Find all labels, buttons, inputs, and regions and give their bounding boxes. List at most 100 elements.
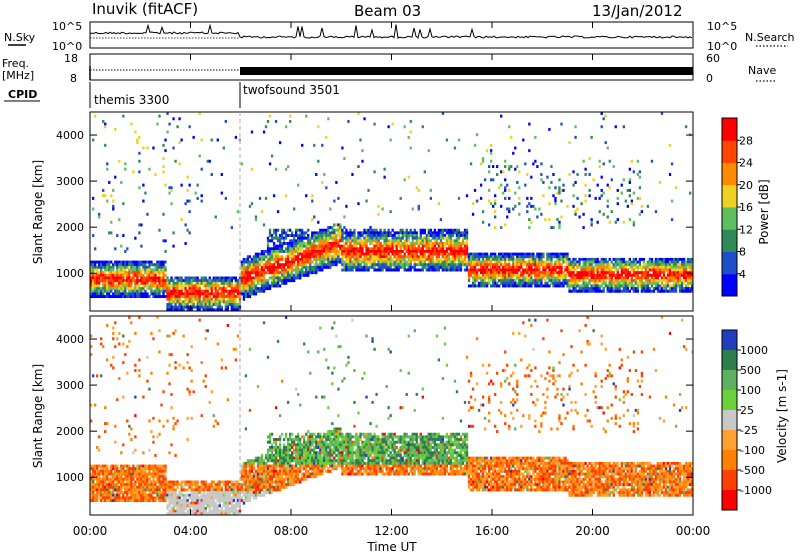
heatmap-cell bbox=[584, 284, 587, 288]
heatmap-cell bbox=[150, 371, 153, 375]
heatmap-cell bbox=[186, 308, 189, 312]
heatmap-cell bbox=[270, 257, 274, 261]
heatmap-cell bbox=[140, 295, 143, 299]
heatmap-cell bbox=[489, 260, 493, 264]
heatmap-cell bbox=[600, 175, 603, 179]
heatmap-cell bbox=[270, 273, 274, 277]
heatmap-cell bbox=[156, 260, 159, 264]
heatmap-cell bbox=[658, 289, 662, 293]
heatmap-cell bbox=[417, 242, 420, 245]
heatmap-cell bbox=[429, 249, 432, 253]
heatmap-cell bbox=[351, 236, 354, 240]
heatmap-cell bbox=[590, 271, 593, 275]
heatmap-cell bbox=[415, 249, 418, 253]
heatmap-cell bbox=[295, 228, 298, 232]
heatmap-cell bbox=[616, 279, 619, 283]
heatmap-cell bbox=[413, 242, 416, 245]
heatmap-cell bbox=[92, 196, 95, 200]
heatmap-cell bbox=[186, 188, 189, 192]
heatmap-cell bbox=[146, 467, 149, 471]
heatmap-cell bbox=[564, 273, 567, 277]
heatmap-cell bbox=[130, 467, 133, 471]
heatmap-cell bbox=[594, 289, 597, 293]
heatmap-cell bbox=[156, 284, 159, 288]
heatmap-cell bbox=[138, 358, 141, 362]
heatmap-cell bbox=[142, 483, 145, 487]
heatmap-cell bbox=[668, 279, 672, 283]
heatmap-cell bbox=[508, 188, 511, 192]
heatmap-cell bbox=[425, 242, 428, 245]
heatmap-cell bbox=[152, 499, 155, 503]
heatmap-cell bbox=[216, 138, 219, 142]
heatmap-cell bbox=[345, 234, 348, 237]
heatmap-cell bbox=[514, 284, 517, 288]
heatmap-cell bbox=[130, 289, 133, 293]
heatmap-cell bbox=[690, 279, 694, 283]
heatmap-cell bbox=[305, 273, 308, 277]
heatmap-cell bbox=[297, 242, 300, 245]
heatmap-cell bbox=[427, 149, 430, 153]
heatmap-cell bbox=[106, 199, 109, 203]
heatmap-cell bbox=[272, 265, 276, 269]
heatmap-cell bbox=[656, 279, 660, 283]
heatmap-cell bbox=[106, 295, 109, 299]
heatmap-cell bbox=[578, 215, 581, 219]
heatmap-cell bbox=[512, 284, 515, 288]
heatmap-cell bbox=[190, 305, 193, 309]
heatmap-cell bbox=[142, 493, 145, 497]
heatmap-cell bbox=[411, 231, 414, 235]
heatmap-cell bbox=[136, 477, 139, 481]
heatmap-cell bbox=[138, 369, 141, 373]
heatmap-cell bbox=[274, 249, 278, 253]
heatmap-cell bbox=[164, 483, 167, 487]
heatmap-cell bbox=[461, 249, 465, 253]
heatmap-cell bbox=[584, 279, 587, 283]
heatmap-cell bbox=[156, 493, 159, 497]
heatmap-cell bbox=[566, 273, 569, 277]
heatmap-cell bbox=[666, 260, 670, 264]
heatmap-cell bbox=[168, 295, 171, 299]
heatmap-cell bbox=[439, 260, 443, 264]
heatmap-cell bbox=[411, 207, 414, 211]
heatmap-cell bbox=[654, 281, 658, 285]
heatmap-cell bbox=[264, 287, 268, 291]
heatmap-cell bbox=[94, 265, 97, 269]
heatmap-cell bbox=[650, 268, 654, 272]
heatmap-cell bbox=[170, 303, 173, 306]
heatmap-cell bbox=[120, 276, 123, 280]
heatmap-cell bbox=[604, 260, 607, 264]
heatmap-cell bbox=[530, 220, 533, 224]
heatmap-cell bbox=[164, 472, 167, 476]
heatmap-cell bbox=[299, 244, 302, 248]
heatmap-cell bbox=[288, 271, 292, 275]
heatmap-cell bbox=[494, 268, 497, 272]
heatmap-cell bbox=[554, 260, 557, 264]
heatmap-cell bbox=[170, 284, 173, 288]
heatmap-cell bbox=[417, 236, 420, 240]
heatmap-cell bbox=[427, 239, 430, 243]
heatmap-cell bbox=[349, 242, 352, 245]
heatmap-cell bbox=[240, 281, 244, 285]
heatmap-cell bbox=[650, 281, 654, 285]
heatmap-cell bbox=[102, 475, 105, 479]
heatmap-cell bbox=[335, 257, 338, 261]
heatmap-cell bbox=[194, 297, 197, 301]
heatmap-cell bbox=[230, 276, 234, 280]
heatmap-cell bbox=[494, 265, 497, 269]
heatmap-cell bbox=[409, 119, 412, 123]
heatmap-cell bbox=[508, 284, 511, 288]
heatmap-cell bbox=[162, 239, 165, 243]
heatmap-cell bbox=[457, 138, 461, 142]
heatmap-cell bbox=[138, 223, 141, 227]
heatmap-cell bbox=[473, 273, 477, 277]
heatmap-cell bbox=[439, 247, 443, 251]
heatmap-cell bbox=[389, 263, 392, 267]
heatmap-cell bbox=[369, 226, 372, 230]
heatmap-cell bbox=[508, 207, 511, 211]
heatmap-cell bbox=[413, 263, 416, 267]
heatmap-cell bbox=[156, 488, 159, 492]
heatmap-cell bbox=[126, 499, 129, 503]
heatmap-cell bbox=[526, 279, 529, 283]
heatmap-cell bbox=[158, 281, 161, 285]
heatmap-cell bbox=[526, 260, 529, 264]
